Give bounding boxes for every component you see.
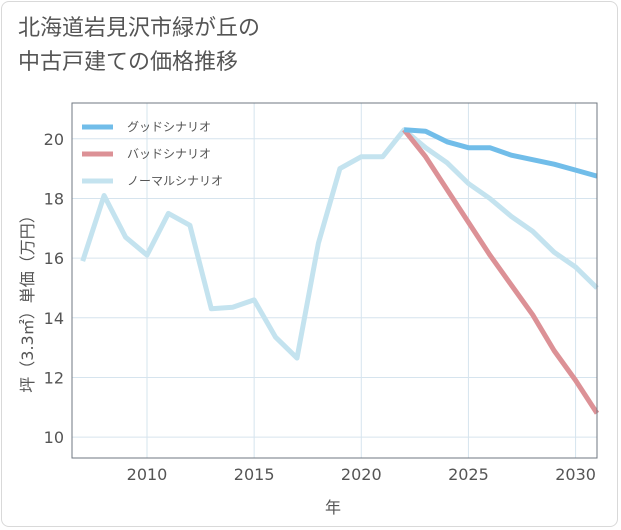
tick-labels: 10 12 14 16 18 20 2010 2015 2020 2025 2030 xyxy=(44,130,596,484)
y-tick-label: 16 xyxy=(44,249,64,268)
y-tick-label: 12 xyxy=(44,368,64,387)
plot-frame xyxy=(71,102,598,459)
chart-title-line-2: 中古戸建ての価格推移 xyxy=(18,50,239,75)
chart-title: 北海道岩見沢市緑が丘の 中古戸建ての価格推移 xyxy=(18,12,260,80)
x-tick-label: 2020 xyxy=(341,465,382,484)
x-tick-label: 2025 xyxy=(448,465,489,484)
y-axis-title: 坪（3.3㎡）単価（万円） xyxy=(18,207,37,392)
y-tick-label: 10 xyxy=(44,428,64,447)
legend-label: ノーマルシナリオ xyxy=(127,174,223,188)
x-axis-title: 年 xyxy=(325,498,341,517)
plot-border xyxy=(71,102,598,459)
grid-lines xyxy=(72,103,597,458)
series-line xyxy=(402,128,600,415)
x-tick-label: 2030 xyxy=(555,465,596,484)
y-tick-label: 20 xyxy=(44,130,64,149)
legend-label: グッドシナリオ xyxy=(127,120,211,134)
x-tick-label: 2010 xyxy=(127,465,168,484)
series-lines xyxy=(80,127,600,415)
x-tick-label: 2015 xyxy=(234,465,275,484)
y-tick-label: 18 xyxy=(44,189,64,208)
series-line xyxy=(403,127,598,179)
y-tick-label: 14 xyxy=(44,309,64,328)
legend-label: バッドシナリオ xyxy=(127,147,211,161)
chart-title-line-1: 北海道岩見沢市緑が丘の xyxy=(18,16,261,41)
series-line xyxy=(80,127,599,361)
